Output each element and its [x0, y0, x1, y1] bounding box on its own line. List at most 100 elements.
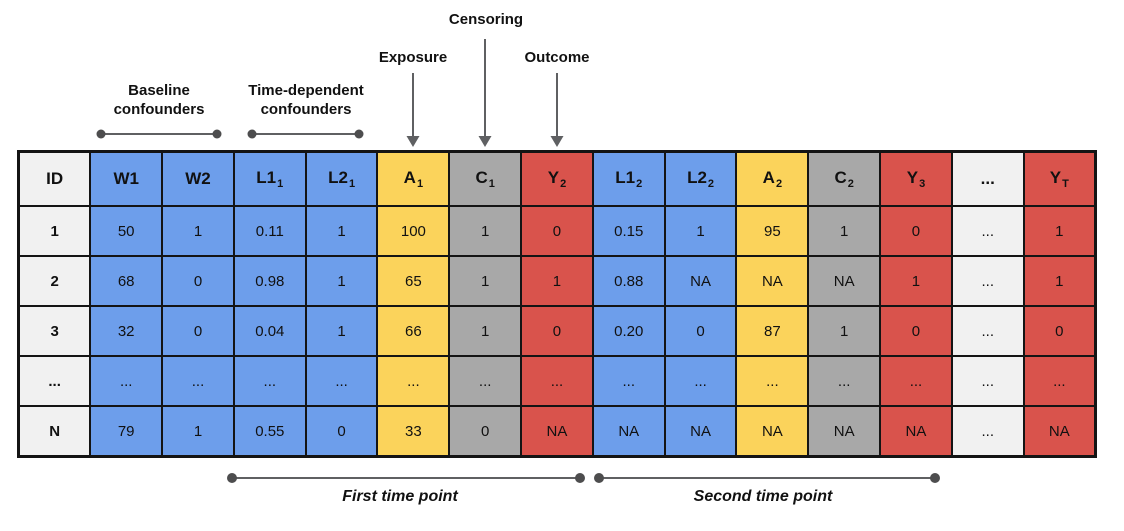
- data-cell: 1: [879, 255, 953, 307]
- data-cell: ...: [950, 305, 1025, 357]
- data-cell: NA: [807, 405, 882, 458]
- first-time-point-label: First time point: [342, 488, 458, 505]
- data-cell: N: [17, 405, 92, 458]
- header-label: L1: [615, 167, 636, 187]
- data-cell: 0.88: [591, 255, 666, 307]
- data-cell: NA: [520, 405, 594, 458]
- table-row: 2 68 0 0.98 1 65 1 1 0.88 NA NA NA 1... 1: [17, 255, 1097, 307]
- data-cell: 50: [89, 205, 164, 257]
- censoring-label: Censoring: [448, 11, 524, 28]
- data-cell: 1: [304, 255, 379, 307]
- header-label: ID: [46, 169, 64, 188]
- data-cell: NA: [735, 255, 810, 307]
- header-cell-C2: C2: [807, 150, 882, 207]
- data-cell: ...: [304, 355, 379, 407]
- data-cell: 1: [663, 205, 738, 257]
- data-cell: NA: [735, 405, 810, 458]
- header-cell-Y2: Y2: [520, 150, 594, 207]
- data-cell: 1: [520, 255, 594, 307]
- header-label: A: [762, 167, 775, 187]
- data-cell: NA: [1022, 405, 1097, 458]
- exposure-label: Exposure: [378, 49, 448, 66]
- outcome-label: Outcome: [524, 49, 590, 66]
- data-cell: 100: [376, 205, 451, 257]
- header-cell-L21: L21: [304, 150, 379, 207]
- data-cell: 1: [1022, 205, 1097, 257]
- header-cell-Y3: Y3: [879, 150, 953, 207]
- header-label: W1: [113, 169, 139, 188]
- data-cell: ...: [735, 355, 810, 407]
- header-subscript: 2: [847, 178, 854, 191]
- data-cell: ...: [448, 355, 523, 407]
- header-subscript: 2: [636, 178, 643, 191]
- header-cell-L12: L12: [591, 150, 666, 207]
- header-label: A: [403, 167, 416, 187]
- header-subscript: 1: [348, 178, 356, 191]
- header-subscript: 2: [560, 178, 567, 191]
- data-cell: 0.98: [232, 255, 307, 307]
- header-subscript: 2: [775, 178, 783, 191]
- header-label: L2: [687, 167, 707, 187]
- data-cell: ...: [1022, 355, 1097, 407]
- header-subscript: 2: [707, 178, 715, 191]
- header-label: W2: [185, 169, 211, 188]
- header-subscript: T: [1062, 178, 1069, 191]
- table-row: 1 50 1 0.11 1 100 1 0 0.15 1 95 1 0... 1: [17, 205, 1097, 257]
- data-cell: ...: [950, 255, 1025, 307]
- data-cell: 1: [807, 205, 882, 257]
- header-label: Y: [547, 167, 560, 187]
- data-cell: 1: [807, 305, 882, 357]
- data-cell: ...: [807, 355, 882, 407]
- data-cell: 33: [376, 405, 451, 458]
- data-cell: ...: [376, 355, 451, 407]
- data-cell: 1: [17, 205, 92, 257]
- outcome-arrow: [550, 73, 564, 147]
- header-cell-A1: A1: [376, 150, 451, 207]
- second-time-point-label: Second time point: [693, 488, 833, 505]
- header-cell-YT: YT: [1022, 150, 1097, 207]
- data-cell: 1: [1022, 255, 1097, 307]
- header-row: ID W1 W2 L11 L21 A1 C1 Y2 L12 L22 A2 C2 Y3... YT: [17, 150, 1097, 207]
- data-cell: 1: [448, 255, 523, 307]
- header-subscript: 1: [488, 178, 495, 191]
- data-cell: 0.04: [232, 305, 307, 357]
- data-cell: 1: [448, 205, 523, 257]
- data-cell: 68: [89, 255, 164, 307]
- data-cell: ...: [950, 405, 1025, 458]
- header-label: C: [475, 167, 488, 187]
- data-cell: NA: [663, 405, 738, 458]
- data-cell: 0: [1022, 305, 1097, 357]
- header-cell-W2: W2: [161, 150, 235, 207]
- data-cell: 3: [17, 305, 92, 357]
- data-cell: 1: [448, 305, 523, 357]
- baseline-confounders-label: Baseline confounders: [113, 82, 205, 118]
- header-label: Y: [1049, 167, 1062, 187]
- header-cell-L22: L22: [663, 150, 738, 207]
- header-label: C: [834, 167, 847, 187]
- header-subscript: 1: [277, 178, 284, 191]
- data-cell: 0: [161, 255, 235, 307]
- data-cell: ...: [663, 355, 738, 407]
- data-cell: 79: [89, 405, 164, 458]
- header-cell-A2: A2: [735, 150, 810, 207]
- first-time-point-bracket: [227, 473, 585, 483]
- data-cell: 0.55: [232, 405, 307, 458]
- table-body: 1 50 1 0.11 1 100 1 0 0.15 1 95 1 0... 1 2 68 0 0.98 1 65 1 1…: [17, 205, 1097, 458]
- header-cell-ID: ID: [17, 150, 92, 207]
- data-cell: 0: [304, 405, 379, 458]
- data-cell: ...: [591, 355, 666, 407]
- data-cell: 0.11: [232, 205, 307, 257]
- exposure-arrow: [406, 73, 420, 147]
- data-cell: NA: [879, 405, 953, 458]
- data-cell: 87: [735, 305, 810, 357]
- data-cell: 0: [879, 205, 953, 257]
- data-cell: 65: [376, 255, 451, 307]
- header-cell-C1: C1: [448, 150, 523, 207]
- data-cell: 1: [304, 305, 379, 357]
- data-cell: 66: [376, 305, 451, 357]
- data-cell: NA: [663, 255, 738, 307]
- header-subscript: 3: [919, 178, 926, 191]
- data-cell: 1: [304, 205, 379, 257]
- data-cell: NA: [591, 405, 666, 458]
- data-cell: ...: [950, 355, 1025, 407]
